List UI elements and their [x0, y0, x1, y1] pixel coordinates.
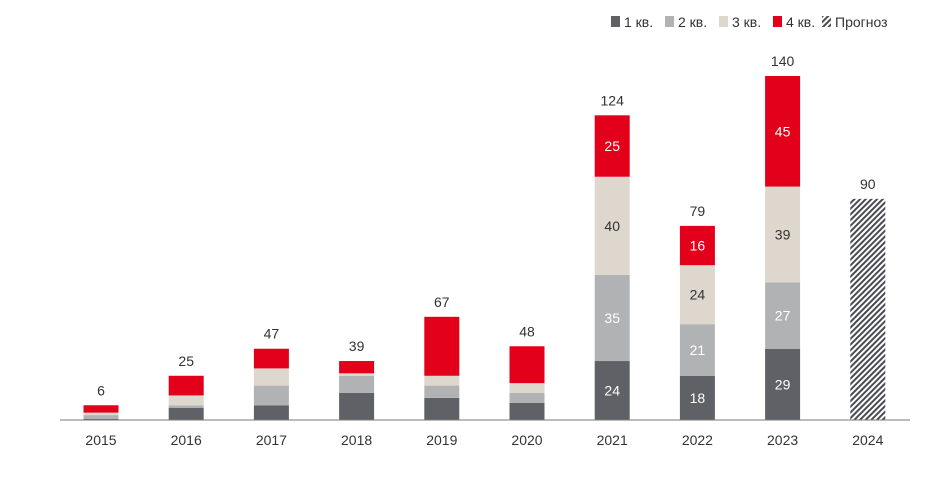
total-label-2015: 6 — [97, 382, 105, 398]
bar-segment-q3-2021 — [594, 176, 630, 276]
legend-item-q3: 3 кв. — [719, 14, 761, 30]
bar-segment-q1-2018 — [339, 392, 375, 420]
bar-segment-q4-2022 — [679, 225, 715, 266]
total-label-2016: 25 — [178, 353, 194, 369]
total-label-2018: 39 — [349, 338, 365, 354]
bar-segment-q2-2016 — [168, 405, 204, 408]
segment-label-q4-2022: 16 — [690, 238, 706, 254]
legend-label: Прогноз — [835, 14, 888, 30]
bar-segment-q1-2016 — [168, 407, 204, 420]
segment-label-q4-2023: 45 — [775, 123, 791, 139]
legend-item-forecast: Прогноз — [822, 14, 888, 30]
x-tick-label-2024: 2024 — [852, 432, 883, 448]
legend-label: 1 кв. — [624, 14, 653, 30]
legend-label: 2 кв. — [678, 14, 707, 30]
bar-segment-q2-2020 — [509, 392, 545, 403]
legend-label: 3 кв. — [732, 14, 761, 30]
total-label-2022: 79 — [690, 203, 706, 219]
bar-segment-q3-2015 — [83, 412, 119, 416]
total-label-2017: 47 — [264, 326, 280, 342]
total-label-2019: 67 — [434, 294, 450, 310]
segment-label-q2-2021: 35 — [604, 310, 620, 326]
segment-label-q1-2023: 29 — [775, 376, 791, 392]
bar-segment-q1-2023 — [765, 348, 801, 420]
bar-segment-q4-2018 — [339, 361, 375, 374]
legend-label: 4 кв. — [786, 14, 815, 30]
bar-segment-q2-2018 — [339, 375, 375, 393]
bar-segment-q4-2023 — [765, 76, 801, 187]
x-tick-label-2022: 2022 — [682, 432, 713, 448]
bar-segment-q3-2016 — [168, 395, 204, 406]
legend-swatch-q2 — [665, 16, 674, 27]
legend-swatch-q3 — [719, 16, 728, 27]
x-tick-label-2015: 2015 — [85, 432, 116, 448]
legend-swatch-forecast — [822, 16, 831, 27]
segment-label-q2-2022: 21 — [690, 342, 706, 358]
x-tick-label-2017: 2017 — [256, 432, 287, 448]
bar-segment-q4-2020 — [509, 346, 545, 384]
legend: 1 кв. 2 кв. 3 кв. 4 кв. Прогноз — [611, 14, 888, 30]
segment-label-q2-2023: 27 — [775, 308, 791, 324]
bar-segment-q2-2021 — [594, 275, 630, 362]
bar-segment-q1-2019 — [424, 397, 460, 420]
bar-segment-q3-2020 — [509, 383, 545, 393]
bar-segment-q2-2022 — [679, 324, 715, 376]
legend-swatch-q1 — [611, 16, 620, 27]
bar-segment-q4-2017 — [253, 348, 289, 369]
legend-item-q4: 4 кв. — [773, 14, 815, 30]
x-tick-label-2020: 2020 — [511, 432, 542, 448]
bar-segment-q1-2015 — [83, 418, 119, 420]
bar-segment-q2-2017 — [253, 385, 289, 406]
bars: 6 25 47 39 67 48 24 35 40 25 124 18 21 24 16 79 29 27 39 45… — [83, 53, 886, 420]
bar-segment-q2-2019 — [424, 385, 460, 398]
segment-label-q4-2021: 25 — [604, 138, 620, 154]
total-label-2024: 90 — [860, 176, 876, 192]
x-tick-label-2021: 2021 — [597, 432, 628, 448]
x-tick-label-2018: 2018 — [341, 432, 372, 448]
bar-forecast-2024 — [850, 198, 886, 420]
bar-segment-q1-2017 — [253, 405, 289, 420]
bar-segment-q3-2017 — [253, 368, 289, 386]
bar-segment-q2-2015 — [83, 415, 119, 419]
total-label-2020: 48 — [519, 323, 535, 339]
segment-label-q1-2022: 18 — [690, 390, 706, 406]
bar-segment-q3-2023 — [765, 186, 801, 283]
x-axis-ticks: 2015 2016 2017 2018 2019 2020 2021 2022 2023 2024 — [85, 432, 883, 448]
legend-item-q2: 2 кв. — [665, 14, 707, 30]
bar-segment-q3-2022 — [679, 265, 715, 325]
bar-segment-q1-2022 — [679, 375, 715, 420]
total-label-2021: 124 — [601, 92, 625, 108]
total-label-2023: 140 — [771, 53, 795, 69]
bar-segment-q4-2019 — [424, 316, 460, 376]
bar-segment-q3-2019 — [424, 375, 460, 386]
bar-segment-q2-2023 — [765, 282, 801, 349]
bar-segment-q4-2021 — [594, 115, 630, 177]
x-tick-label-2023: 2023 — [767, 432, 798, 448]
bar-segment-q3-2018 — [339, 373, 375, 376]
segment-label-q3-2023: 39 — [775, 226, 791, 242]
bar-segment-q1-2021 — [594, 361, 630, 420]
bar-segment-q1-2020 — [509, 402, 545, 420]
legend-item-q1: 1 кв. — [611, 14, 653, 30]
segment-label-q1-2021: 24 — [604, 383, 620, 399]
legend-swatch-q4 — [773, 16, 782, 27]
segment-label-q3-2022: 24 — [690, 287, 706, 303]
x-tick-label-2019: 2019 — [426, 432, 457, 448]
bar-segment-q4-2015 — [83, 405, 119, 413]
bar-segment-q4-2016 — [168, 375, 204, 396]
segment-label-q3-2021: 40 — [604, 218, 620, 234]
x-tick-label-2016: 2016 — [171, 432, 202, 448]
